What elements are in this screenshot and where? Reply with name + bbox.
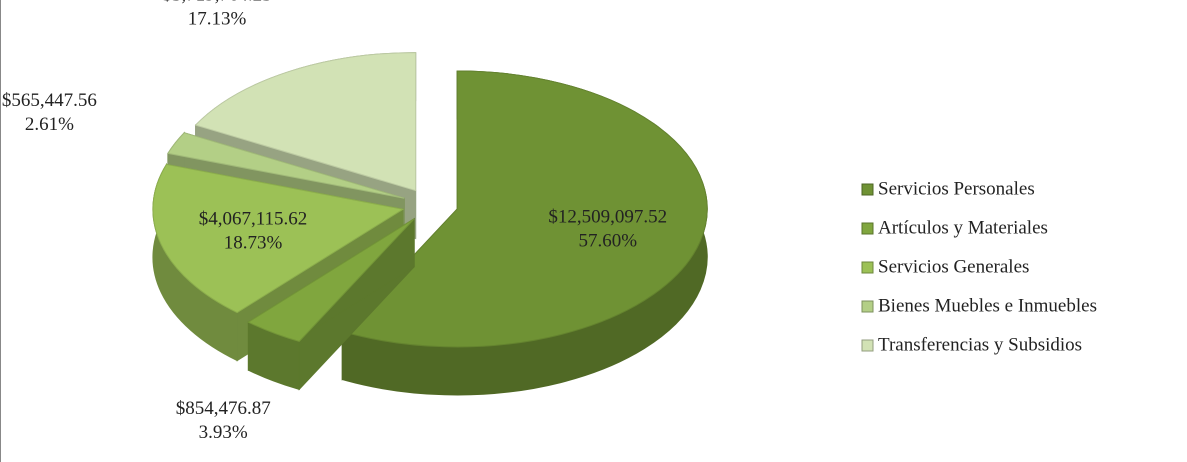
data-label: 18.73% — [224, 232, 283, 253]
legend-label: Servicios Generales — [878, 256, 1029, 277]
data-label: 3.93% — [199, 422, 248, 443]
slice-top — [194, 52, 417, 192]
data-label: $854,476.87 — [176, 398, 271, 419]
legend-label: Servicios Personales — [878, 178, 1035, 199]
legend-label: Bienes Muebles e Inmuebles — [878, 295, 1097, 316]
data-label: $4,067,115.62 — [199, 208, 308, 229]
data-label: $3,719,764.23 — [162, 0, 271, 5]
data-label: $565,447.56 — [2, 90, 97, 111]
data-label: 17.13% — [188, 8, 247, 29]
legend-swatch — [861, 261, 874, 274]
slice-top — [247, 218, 415, 342]
legend-label: Artículos y Materiales — [878, 217, 1048, 238]
data-label: $12,509,097.52 — [548, 207, 667, 228]
slice — [341, 70, 708, 396]
slice-top — [167, 132, 405, 199]
legend-swatch — [861, 222, 874, 235]
legend-swatch — [861, 183, 874, 196]
data-label: 2.61% — [25, 114, 74, 135]
data-label: 57.60% — [579, 231, 638, 252]
legend-swatch — [861, 300, 874, 313]
slice-top — [341, 70, 708, 348]
legend-label: Transferencias y Subsidios — [878, 334, 1082, 355]
slice — [247, 217, 415, 391]
slice-top — [152, 163, 405, 314]
legend-swatch — [861, 339, 874, 352]
